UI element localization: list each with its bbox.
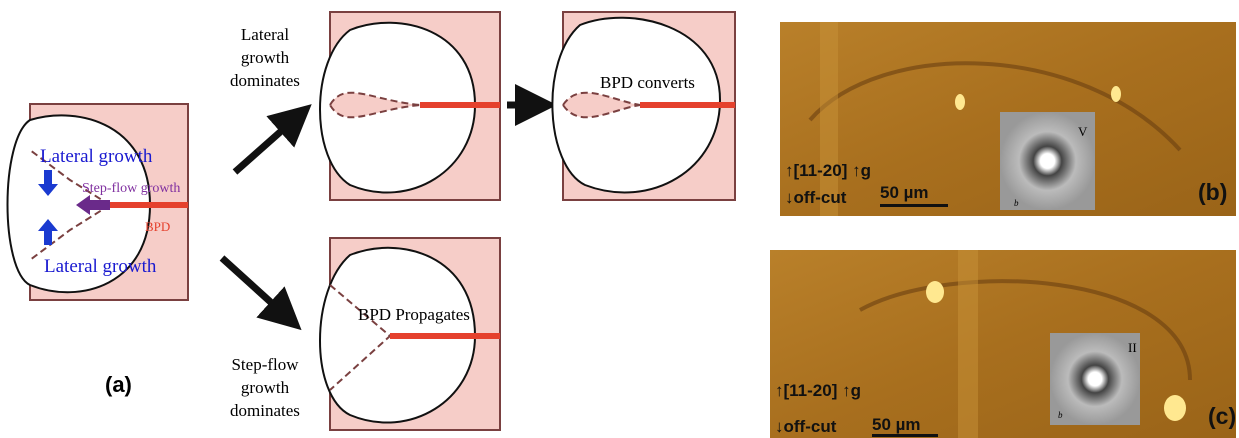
burgers: b xyxy=(1014,198,1019,208)
arrow xyxy=(235,118,296,172)
label: growth xyxy=(241,48,290,67)
label: Lateral xyxy=(241,25,289,44)
panel-b: V b ↑[11-20] ↑g ↓off-cut 50 µm (b) xyxy=(780,22,1236,216)
scale-bar xyxy=(880,204,948,207)
panel-a: Lateral growth Step-flow growth BPD Late… xyxy=(8,12,736,430)
label: BPD converts xyxy=(600,73,695,92)
label: Step-flow xyxy=(231,355,299,374)
label: dominates xyxy=(230,401,300,420)
label: BPD Propagates xyxy=(358,305,470,324)
offcut: ↓off-cut xyxy=(775,417,837,436)
label: Lateral growth xyxy=(40,146,153,167)
inset xyxy=(1050,333,1140,425)
inset-label: II xyxy=(1128,340,1137,355)
feature xyxy=(820,22,838,216)
label: dominates xyxy=(230,71,300,90)
label: BPD xyxy=(145,219,170,234)
burgers: b xyxy=(1058,410,1063,420)
scale: 50 µm xyxy=(880,183,929,202)
scale-bar xyxy=(872,434,938,437)
direction: ↑[11-20] ↑g xyxy=(775,381,861,400)
offcut: ↓off-cut xyxy=(785,188,847,207)
label: Step-flow growth xyxy=(82,181,180,196)
label: Lateral growth xyxy=(44,256,157,277)
feature xyxy=(955,94,965,110)
direction: ↑[11-20] ↑g xyxy=(785,161,871,180)
panel-label: (b) xyxy=(1198,179,1227,205)
panel-label: (c) xyxy=(1208,403,1236,429)
feature xyxy=(926,281,944,303)
feature xyxy=(1111,86,1121,102)
feature xyxy=(1164,395,1186,421)
inset-label: V xyxy=(1078,124,1088,139)
scale: 50 µm xyxy=(872,415,921,434)
feature xyxy=(958,250,978,438)
panel-label: (a) xyxy=(105,372,132,397)
arrow xyxy=(222,258,286,316)
panel-c: II b ↑[11-20] ↑g ↓off-cut 50 µm (c) xyxy=(770,250,1236,438)
figure: Lateral growth Step-flow growth BPD Late… xyxy=(0,0,1239,438)
label: growth xyxy=(241,378,290,397)
